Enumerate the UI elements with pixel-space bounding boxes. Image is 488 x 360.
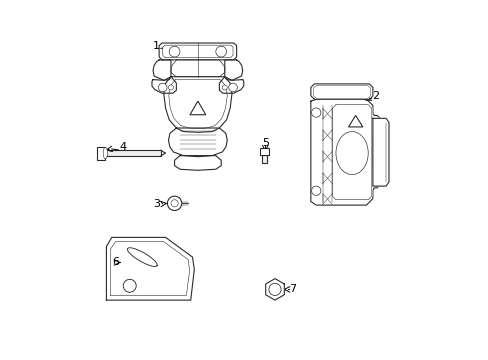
Polygon shape bbox=[310, 99, 379, 205]
Polygon shape bbox=[152, 77, 176, 93]
Text: 5: 5 bbox=[261, 139, 268, 148]
Polygon shape bbox=[159, 43, 236, 60]
Polygon shape bbox=[348, 116, 362, 127]
Polygon shape bbox=[313, 86, 370, 98]
Circle shape bbox=[228, 83, 237, 92]
Circle shape bbox=[311, 186, 320, 195]
Circle shape bbox=[169, 46, 180, 57]
Text: 2: 2 bbox=[371, 91, 378, 101]
Polygon shape bbox=[127, 248, 157, 266]
Circle shape bbox=[168, 85, 173, 90]
Polygon shape bbox=[163, 45, 233, 57]
Circle shape bbox=[311, 108, 320, 117]
Text: 4: 4 bbox=[119, 142, 126, 152]
FancyBboxPatch shape bbox=[261, 155, 266, 163]
Text: 7: 7 bbox=[289, 284, 296, 294]
Circle shape bbox=[171, 200, 178, 207]
Polygon shape bbox=[153, 60, 171, 80]
Text: 6: 6 bbox=[112, 257, 119, 267]
Text: 3: 3 bbox=[153, 199, 160, 210]
Polygon shape bbox=[372, 118, 388, 186]
Text: 1: 1 bbox=[153, 41, 160, 50]
Polygon shape bbox=[174, 156, 221, 170]
Circle shape bbox=[215, 46, 226, 57]
Polygon shape bbox=[332, 105, 371, 200]
FancyBboxPatch shape bbox=[97, 147, 105, 159]
Polygon shape bbox=[163, 77, 231, 132]
Polygon shape bbox=[219, 77, 244, 93]
Circle shape bbox=[268, 283, 281, 296]
Polygon shape bbox=[168, 80, 227, 129]
FancyBboxPatch shape bbox=[105, 150, 161, 156]
Ellipse shape bbox=[103, 147, 107, 159]
Polygon shape bbox=[265, 279, 284, 300]
Circle shape bbox=[158, 83, 167, 92]
Polygon shape bbox=[190, 101, 205, 115]
Polygon shape bbox=[171, 60, 224, 77]
Polygon shape bbox=[168, 128, 227, 157]
Ellipse shape bbox=[335, 132, 367, 175]
Polygon shape bbox=[224, 60, 242, 80]
FancyBboxPatch shape bbox=[259, 148, 268, 155]
Polygon shape bbox=[106, 237, 194, 300]
Polygon shape bbox=[110, 242, 189, 296]
Circle shape bbox=[167, 196, 182, 211]
Circle shape bbox=[222, 85, 227, 90]
Polygon shape bbox=[310, 84, 372, 99]
Circle shape bbox=[123, 279, 136, 292]
